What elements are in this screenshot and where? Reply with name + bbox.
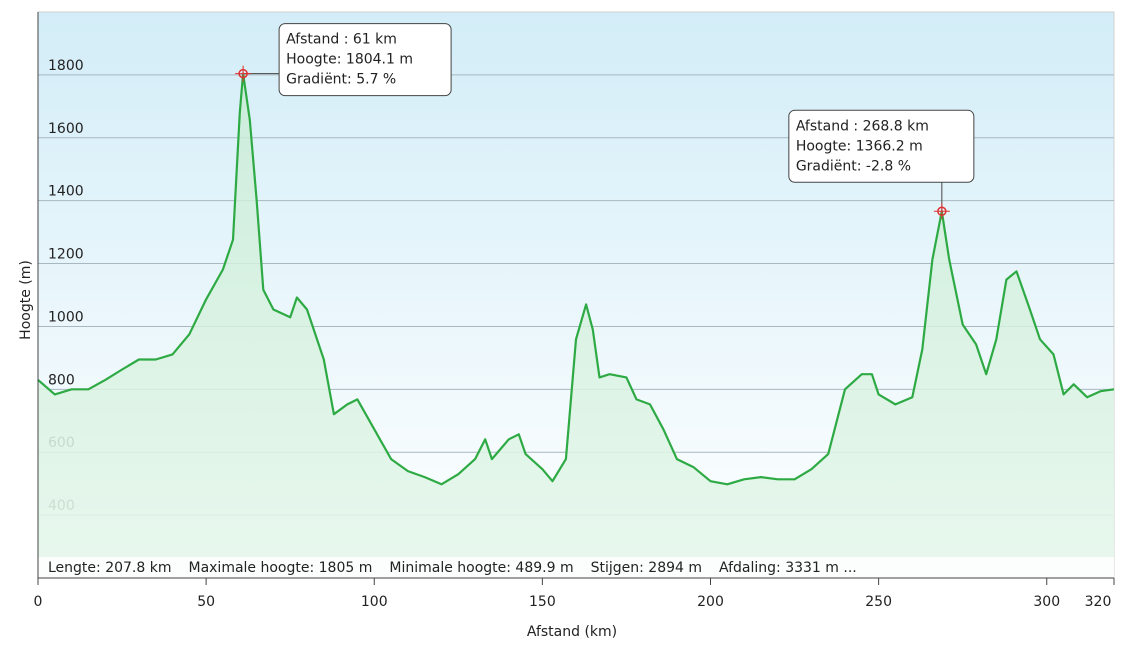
tooltip-line: Hoogte: 1366.2 m [796,138,923,154]
area-fill [38,73,1114,578]
x-tick-label: 100 [361,594,388,610]
stat-text: Lengte: 207.8 km [48,560,171,576]
x-tick-label: 300 [1033,594,1060,610]
y-axis-label: Hoogte (m) [18,260,34,340]
x-tick-label: 0 [34,594,43,610]
stat-text: Minimale hoogte: 489.9 m [389,560,573,576]
y-tick-label: 1400 [48,184,84,200]
peak-cross [933,203,950,220]
x-tick-label: 150 [529,594,556,610]
tooltip-line: Gradiënt: -2.8 % [796,158,911,174]
stats-band [38,557,1114,578]
tooltip-line: Afstand : 268.8 km [796,118,929,134]
stat-text: Stijgen: 2894 m [591,560,702,576]
y-tick-label: 1200 [48,247,84,263]
y-tick-label: 1000 [48,309,84,325]
y-tick-label: 1600 [48,121,84,137]
x-tick-label: 250 [865,594,892,610]
tooltip-line: Gradiënt: 5.7 % [286,72,396,88]
stat-text: Afdaling: 3331 m ... [719,560,857,576]
x-axis-label: Afstand (km) [527,624,617,640]
tooltip-box [788,109,975,183]
tooltip-box [278,23,452,97]
x-tick-label: 320 [1085,594,1112,610]
stat-text: Maximale hoogte: 1805 m [188,560,372,576]
x-tick-label: 200 [697,594,724,610]
tooltip-line: Afstand : 61 km [286,32,397,48]
x-tick-label: 50 [197,594,215,610]
y-tick-label: 800 [48,372,75,388]
y-tick-label: 1800 [48,58,84,74]
peak-cross [235,65,252,82]
elevation-line [37,72,1115,486]
tooltip-line: Hoogte: 1804.1 m [286,52,413,68]
